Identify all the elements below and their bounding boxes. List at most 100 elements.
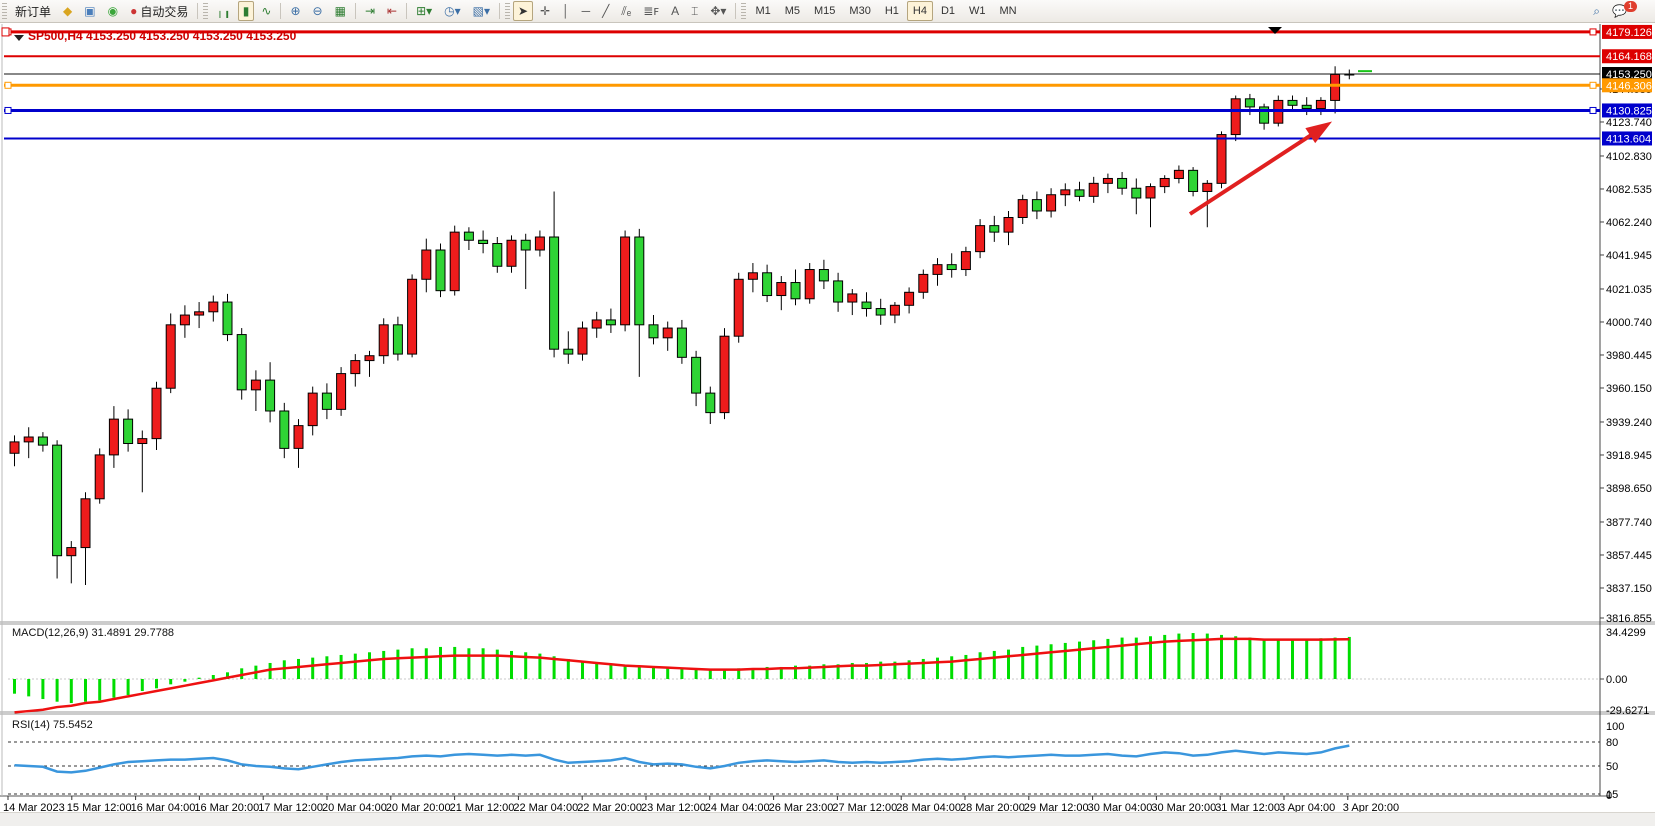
text-label-icon[interactable]: ⌶	[686, 1, 703, 21]
candle-body	[989, 225, 1000, 233]
candle-body	[435, 249, 446, 292]
timeframe-d1[interactable]: D1	[940, 5, 956, 17]
timeframes-clock-dropdown[interactable]: ◷▾	[439, 1, 466, 21]
templates-dropdown[interactable]: ▧▾	[468, 1, 495, 21]
timeframe-mn[interactable]: MN	[999, 5, 1017, 17]
timeframe-m30[interactable]: M30	[849, 5, 871, 17]
zoom-out-icon: ⊖	[312, 4, 323, 18]
price-line-label: 4179.126	[1606, 27, 1652, 39]
candle-body	[975, 225, 986, 253]
candle-body	[563, 348, 574, 355]
time-axis-label: 28 Mar 20:00	[960, 802, 1025, 812]
candle-body	[449, 231, 460, 292]
annotation-arrow-head[interactable]	[1305, 121, 1333, 144]
candle-body	[960, 251, 971, 271]
timeframe-h4[interactable]: H4	[906, 1, 933, 21]
annotation-arrow-line[interactable]	[1188, 126, 1324, 216]
time-axis-label: 20 Mar 20:00	[386, 802, 451, 812]
candlestick-icon[interactable]: ▮	[237, 1, 255, 21]
auto-scroll-icon[interactable]: ⇥	[360, 1, 380, 21]
price-tick-label: 3898.650	[1606, 483, 1652, 495]
price-line-label-box	[1602, 78, 1652, 93]
text-icon[interactable]: A	[666, 1, 684, 21]
time-axis-label: 22 Mar 04:00	[513, 802, 578, 812]
time-axis-label: 27 Mar 12:00	[832, 802, 897, 812]
time-axis-label: 24 Mar 04:00	[705, 802, 770, 812]
signal-icon[interactable]: ◉	[103, 1, 123, 21]
crosshair-icon: ✛	[540, 4, 551, 18]
chart-shift-icon[interactable]: ⇤	[382, 1, 402, 21]
autotrade-icon: ●	[130, 4, 138, 18]
price-tick-label: 3837.150	[1606, 583, 1652, 595]
candle-body	[747, 272, 758, 280]
candle-body	[1117, 177, 1128, 189]
line-chart-icon[interactable]: ∿	[256, 1, 276, 21]
templates-dropdown: ▧▾	[472, 4, 491, 18]
candle-body	[1173, 169, 1184, 179]
candle-body	[336, 373, 347, 410]
timeframe-h1[interactable]: H1	[884, 5, 899, 17]
terminal-icon[interactable]: ▣	[79, 1, 100, 21]
chart-background	[0, 22, 1655, 812]
tile-windows-icon[interactable]: ▦	[330, 1, 351, 21]
candle-body	[1244, 98, 1255, 108]
toolbar-handle	[203, 3, 209, 19]
candle-body	[1287, 99, 1298, 106]
rsi-axis-label: 80	[1606, 737, 1618, 749]
candle-body	[1216, 134, 1227, 184]
candle-body	[321, 392, 332, 410]
macd-signal-line	[14, 637, 1350, 714]
line-endpoint-marker	[4, 106, 12, 114]
equidistant-channel-icon[interactable]: ⫽ₑ	[616, 1, 636, 21]
new-chart-dropdown[interactable]: ⊞▾	[411, 1, 437, 21]
fibonacci-icon[interactable]: ≣ꜰ	[638, 1, 664, 21]
cursor-icon: ➤	[518, 4, 529, 18]
text-icon: A	[671, 4, 680, 18]
crosshair-icon[interactable]: ✛	[535, 1, 555, 21]
layers-icon[interactable]: ◆	[58, 1, 77, 21]
candle-body	[804, 269, 815, 300]
timeframe-m1[interactable]: M1	[755, 5, 771, 17]
new-order-button[interactable]: 新订单	[10, 1, 56, 21]
line-endpoint-marker	[1589, 28, 1597, 36]
candle-body	[1315, 99, 1326, 110]
candle-body	[946, 264, 957, 271]
price-tick-label: 3918.945	[1606, 450, 1652, 462]
price-tick-label: 4123.740	[1606, 117, 1652, 129]
price-tick-label: 3939.240	[1606, 417, 1652, 429]
price-line-label-box	[1602, 103, 1652, 118]
time-axis-label: 14 Mar 2023	[3, 802, 65, 812]
price-line-label-box	[1602, 67, 1652, 81]
chart-shift-triangle[interactable]	[1268, 27, 1282, 34]
price-tick-label: 4102.830	[1606, 151, 1652, 163]
chart-canvas[interactable]: 4144.0354123.7404102.8304082.5354062.240…	[0, 22, 1655, 812]
signal-icon: ◉	[107, 4, 119, 18]
terminal-icon: ▣	[84, 4, 96, 18]
zoom-out-icon[interactable]: ⊖	[308, 1, 328, 21]
timeframe-m15[interactable]: M15	[814, 5, 836, 17]
notifications-icon[interactable]: 💬 1	[1607, 0, 1648, 21]
candle-body	[407, 278, 418, 355]
candle-body	[123, 418, 134, 445]
time-axis-label: 29 Mar 12:00	[1024, 802, 1089, 812]
autotrade-icon[interactable]: ● 自动交易	[125, 1, 193, 21]
candle-body	[833, 280, 844, 303]
candle-body	[932, 264, 943, 275]
candle-body	[648, 324, 659, 339]
tile-windows-icon: ▦	[334, 4, 346, 18]
zoom-in-icon[interactable]: ⊕	[285, 1, 305, 21]
search-icon[interactable]: ⌕	[1588, 1, 1605, 21]
trendline-icon[interactable]: ╱	[597, 1, 614, 21]
price-line-label-box	[1602, 49, 1652, 64]
bar-chart-icon[interactable]: ╷╻	[211, 1, 235, 21]
horizontal-line-icon[interactable]: ─	[577, 1, 596, 21]
timeframe-m5[interactable]: M5	[784, 5, 801, 17]
cursor-icon[interactable]: ➤	[513, 1, 534, 21]
vertical-line-icon[interactable]: │	[557, 1, 575, 21]
candle-body	[549, 236, 560, 350]
fibonacci-icon: ≣ꜰ	[643, 4, 660, 18]
arrows-dropdown[interactable]: ✥▾	[705, 1, 731, 21]
timeframe-w1[interactable]: W1	[969, 5, 986, 17]
candle-body	[250, 379, 261, 391]
chart-title-dropdown-arrow[interactable]	[14, 35, 24, 41]
